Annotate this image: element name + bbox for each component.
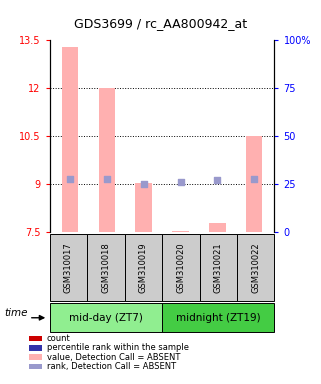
Bar: [62, 47, 78, 232]
Text: GSM310020: GSM310020: [176, 243, 185, 293]
Text: rank, Detection Call = ABSENT: rank, Detection Call = ABSENT: [47, 362, 176, 371]
Point: [67, 175, 73, 182]
Text: midnight (ZT19): midnight (ZT19): [176, 313, 261, 323]
Point: [104, 175, 109, 182]
Text: percentile rank within the sample: percentile rank within the sample: [47, 343, 188, 353]
Bar: [172, 231, 189, 232]
Bar: [246, 136, 263, 232]
Bar: [135, 183, 152, 232]
Point: [178, 179, 183, 185]
Point: [252, 175, 257, 182]
Text: GSM310021: GSM310021: [214, 243, 223, 293]
Bar: [209, 223, 226, 232]
Text: GSM310017: GSM310017: [64, 242, 73, 293]
Bar: [99, 88, 115, 232]
Text: count: count: [47, 334, 70, 343]
Point: [215, 177, 220, 184]
Text: GSM310018: GSM310018: [101, 242, 110, 293]
Text: time: time: [4, 308, 27, 318]
Point: [141, 181, 146, 187]
Text: GSM310022: GSM310022: [251, 243, 260, 293]
Text: value, Detection Call = ABSENT: value, Detection Call = ABSENT: [47, 353, 180, 362]
Text: mid-day (ZT7): mid-day (ZT7): [69, 313, 143, 323]
Text: GDS3699 / rc_AA800942_at: GDS3699 / rc_AA800942_at: [74, 17, 247, 30]
Text: GSM310019: GSM310019: [139, 243, 148, 293]
